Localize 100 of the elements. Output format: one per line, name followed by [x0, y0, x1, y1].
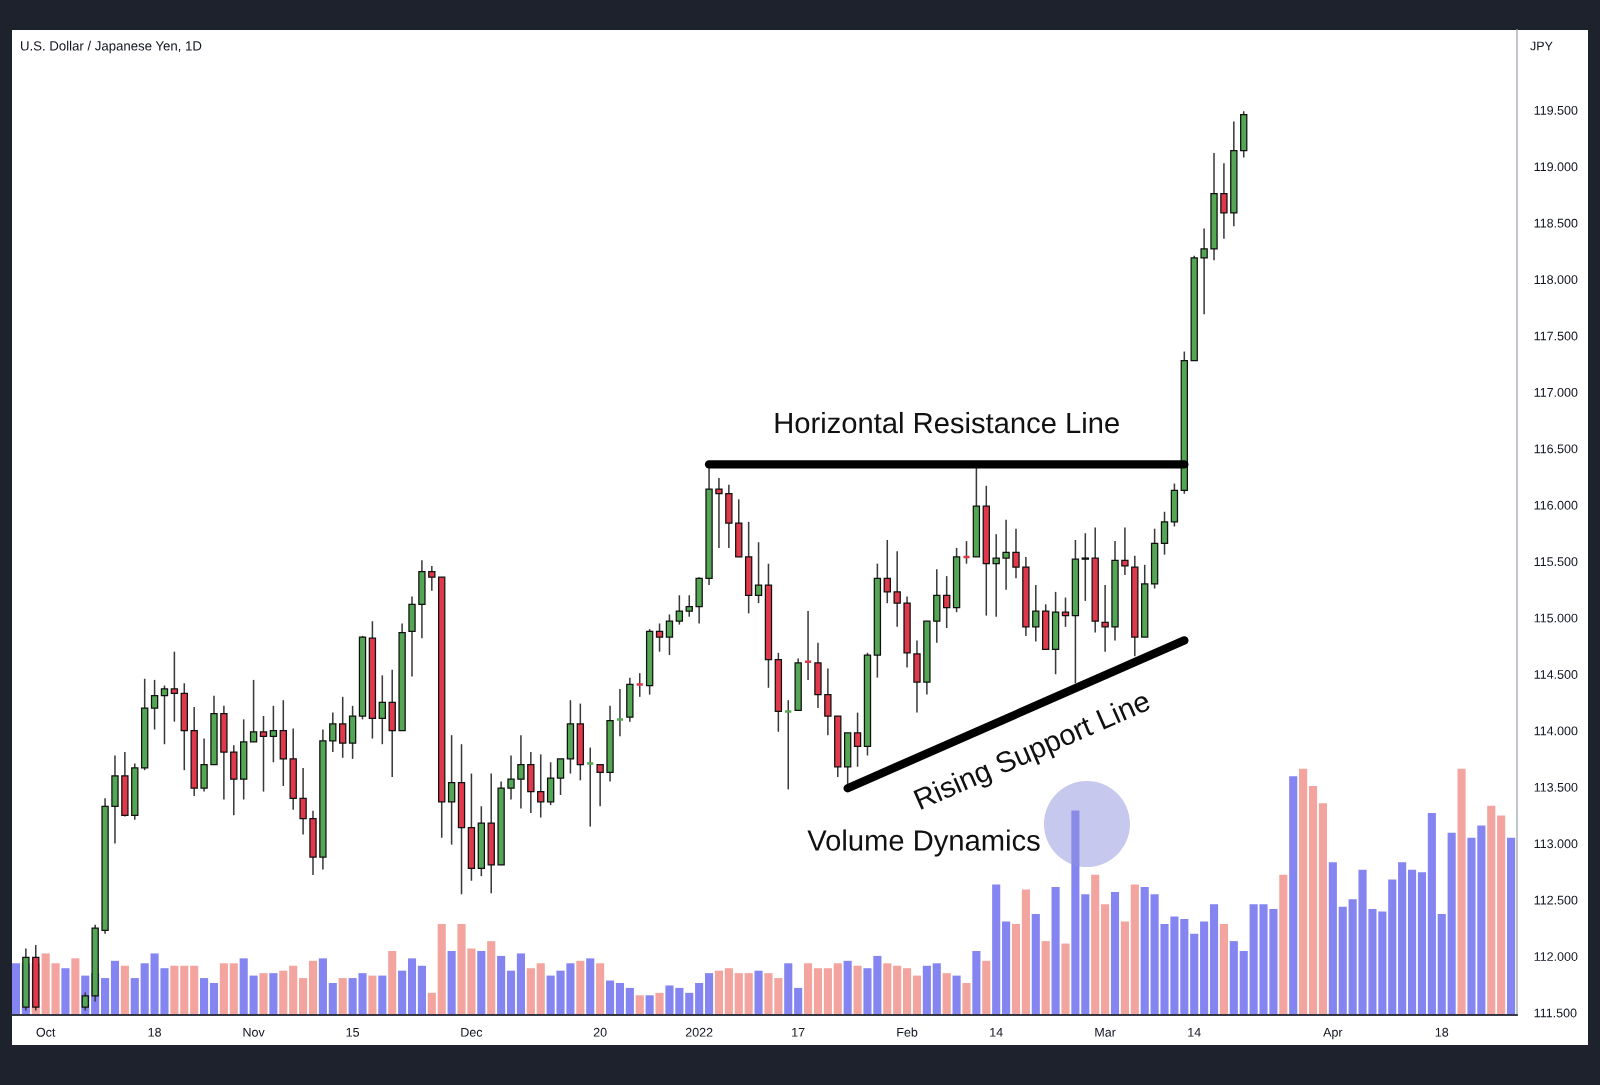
bar	[1279, 874, 1288, 1015]
candlestick	[1121, 526, 1129, 576]
bar	[1051, 886, 1060, 1015]
bar	[982, 960, 991, 1015]
y-tick-label: 114.000	[1534, 726, 1578, 736]
bar	[883, 963, 892, 1015]
candlestick	[160, 684, 169, 745]
bar	[1180, 918, 1189, 1015]
series-label: Horizontal Resistance Line	[775, 411, 1119, 434]
bar	[1091, 874, 1100, 1015]
candlestick	[378, 674, 387, 745]
bar	[1190, 933, 1199, 1015]
bar	[952, 975, 961, 1015]
bar	[180, 965, 189, 1015]
y-tick-label: 111.500	[1534, 1008, 1577, 1018]
bar	[655, 992, 664, 1015]
candlestick	[537, 753, 545, 819]
bar	[1388, 879, 1397, 1015]
bar	[61, 968, 70, 1015]
candlestick	[685, 594, 693, 618]
x-tick-label: Apr	[1323, 1027, 1343, 1040]
bar	[1219, 923, 1228, 1015]
bar	[497, 955, 506, 1015]
y-tick-label: 116.500	[1534, 444, 1578, 454]
bar	[1308, 785, 1318, 1015]
x-tick-label: 18	[1435, 1027, 1449, 1037]
y-tick-label: 118.500	[1534, 218, 1578, 228]
annotation: Volume Dynamics	[807, 829, 1040, 857]
candlestick	[1200, 227, 1208, 316]
candlestick	[893, 550, 901, 628]
candlestick	[200, 737, 208, 793]
bar	[804, 963, 813, 1015]
candlestick	[883, 539, 891, 604]
bar	[942, 973, 951, 1015]
candlestick	[150, 679, 159, 731]
y-tick-label: 114.500	[1534, 670, 1578, 679]
bar	[477, 950, 486, 1015]
bar	[932, 963, 941, 1015]
candlestick	[1012, 527, 1020, 580]
bar	[378, 975, 387, 1015]
bar	[893, 965, 902, 1015]
bar	[813, 968, 823, 1015]
bar	[130, 978, 139, 1015]
bar	[328, 982, 337, 1015]
y-tick-label: 118.000	[1534, 275, 1578, 285]
bar	[269, 973, 278, 1015]
bar	[685, 992, 694, 1015]
bar	[1031, 914, 1040, 1015]
bar	[506, 970, 516, 1015]
bar	[734, 973, 743, 1015]
x-tick-label: Nov	[243, 1027, 265, 1037]
bar	[615, 982, 624, 1015]
candlestick	[507, 754, 515, 801]
bar	[209, 982, 219, 1015]
bar	[754, 970, 763, 1015]
bar	[447, 950, 456, 1015]
bar	[368, 975, 377, 1015]
bar	[229, 963, 238, 1015]
bar	[1239, 950, 1248, 1015]
y-tick-label: 113.000	[1534, 839, 1578, 849]
bar	[695, 982, 704, 1015]
y-tick-label: 119.500	[1534, 105, 1578, 115]
bar	[922, 965, 931, 1015]
bar	[625, 987, 634, 1015]
candlestick	[715, 477, 723, 549]
bar	[1120, 921, 1129, 1015]
candlestick	[299, 767, 307, 836]
y-tick-label: 115.000	[1534, 613, 1578, 623]
y-tick-label: 112.000	[1534, 952, 1578, 961]
bar	[1437, 914, 1446, 1015]
x-tick-label: Feb	[897, 1027, 918, 1037]
bar	[299, 978, 308, 1015]
x-tick-label: 17	[792, 1027, 805, 1037]
bar	[903, 968, 912, 1015]
y-tick-label: 112.500	[1534, 895, 1578, 905]
bar	[1071, 810, 1080, 1015]
bar	[704, 973, 714, 1015]
bar	[140, 963, 149, 1015]
bar	[1457, 768, 1466, 1015]
text: U.S. Dollar / Japanese Yen, 1D	[21, 40, 202, 54]
y-tick-label: 116.000	[1534, 500, 1578, 510]
bar	[487, 941, 496, 1015]
bar	[1318, 803, 1327, 1015]
candlestick	[1081, 532, 1089, 602]
bar	[338, 978, 347, 1015]
candlestick	[269, 705, 278, 764]
candlestick	[655, 622, 664, 653]
candlestick	[665, 613, 674, 656]
bar	[1130, 884, 1139, 1015]
bar	[239, 958, 248, 1015]
bar	[407, 958, 417, 1015]
bar	[516, 953, 525, 1015]
candlestick	[596, 763, 604, 808]
candlestick	[853, 711, 862, 768]
bar	[843, 960, 852, 1015]
bar	[417, 965, 426, 1015]
bar	[1041, 941, 1050, 1015]
bar	[714, 970, 724, 1015]
bar	[1497, 815, 1506, 1015]
bar	[249, 975, 258, 1015]
